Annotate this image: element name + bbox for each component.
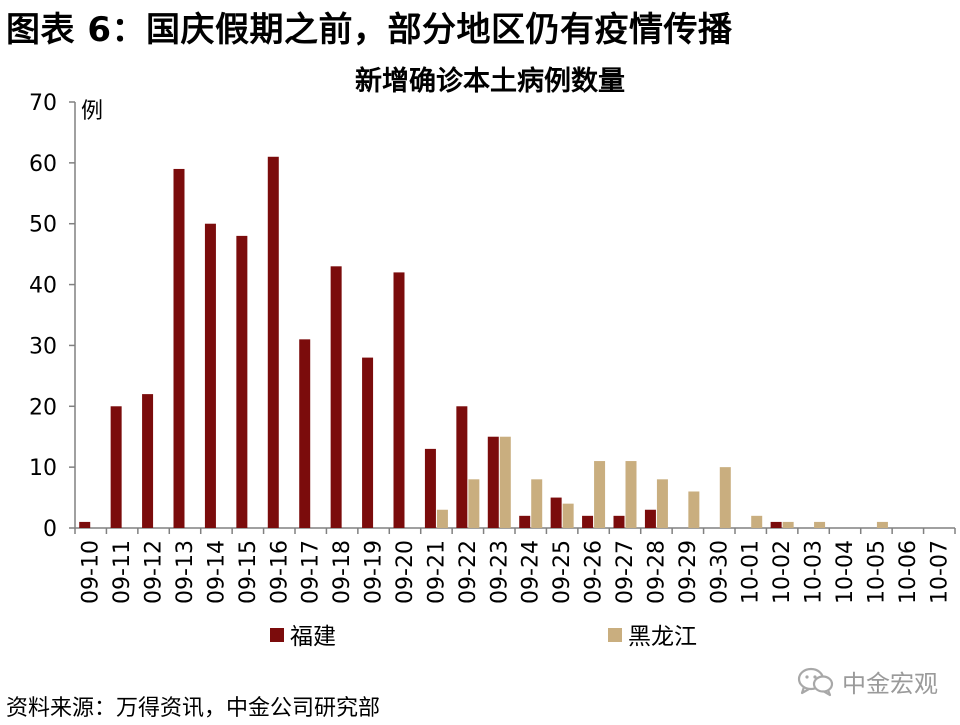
x-tick-label: 09-19 (362, 540, 387, 604)
x-tick-label: 09-29 (676, 540, 701, 604)
x-tick-label: 09-30 (707, 540, 732, 604)
x-tick-label: 10-02 (770, 540, 795, 604)
bar-fujian-09-23 (487, 436, 499, 528)
bar-fujian-09-19 (362, 357, 374, 528)
bar-heilongjiang-09-21 (436, 509, 448, 528)
bar-heilongjiang-09-25 (562, 503, 574, 528)
bar-fujian-09-15 (236, 235, 248, 528)
bar-heilongjiang-09-22 (468, 479, 480, 528)
y-axis-unit: 例 (81, 99, 103, 124)
bar-fujian-09-25 (550, 497, 562, 528)
legend-label-fujian: 福建 (290, 624, 336, 650)
x-tick-label: 09-11 (110, 540, 135, 604)
figure-title: 图表 6：国庆假期之前，部分地区仍有疫情传播 (6, 10, 733, 50)
bar-heilongjiang-09-28 (656, 479, 668, 528)
source-note: 资料来源：万得资讯，中金公司研究部 (6, 696, 381, 721)
bar-heilongjiang-09-30 (719, 467, 731, 528)
x-tick-label: 09-25 (550, 540, 575, 604)
bar-fujian-09-21 (424, 448, 436, 528)
bar-fujian-09-14 (204, 223, 216, 528)
x-tick-label: 09-10 (79, 540, 104, 604)
x-tick-label: 09-13 (173, 540, 198, 604)
x-tick-label: 09-15 (236, 540, 261, 604)
bar-fujian-09-12 (142, 394, 154, 528)
x-tick-label: 09-24 (519, 540, 544, 604)
chart: 新增确诊本土病例数量 0 10 20 30 40 50 60 70 例 09-10 09-11 09-1… (29, 65, 956, 650)
y-tick-label: 50 (29, 213, 57, 238)
watermark: 中金宏观 (796, 664, 938, 699)
legend-swatch-heilongjiang (608, 628, 622, 642)
x-tick-label: 10-03 (802, 540, 827, 604)
bar-fujian-09-18 (330, 266, 342, 528)
bar-heilongjiang-09-23 (499, 436, 511, 528)
y-tick-label: 30 (29, 334, 57, 359)
x-tick-label: 09-14 (204, 540, 229, 604)
watermark-text: 中金宏观 (842, 670, 938, 698)
x-tick-label: 09-23 (487, 540, 512, 604)
bar-fujian-09-22 (456, 406, 468, 528)
x-tick-label: 09-27 (613, 540, 638, 604)
x-tick-label: 10-07 (927, 540, 952, 604)
x-tick-label: 10-05 (864, 540, 889, 604)
x-tick-label: 09-26 (582, 540, 607, 604)
bar-fujian-09-10 (79, 521, 91, 528)
bar-heilongjiang-09-29 (688, 491, 700, 528)
chart-title: 新增确诊本土病例数量 (355, 65, 625, 97)
bar-heilongjiang-09-26 (594, 461, 606, 528)
bar-heilongjiang-09-27 (625, 461, 637, 528)
bar-fujian-09-17 (299, 339, 311, 528)
y-tick-label: 40 (29, 274, 57, 299)
x-tick-label: 09-21 (424, 540, 449, 604)
bar-heilongjiang-10-05 (876, 521, 888, 528)
x-tick-label: 09-20 (393, 540, 418, 604)
y-tick-label: 0 (43, 517, 57, 542)
y-tick-label: 70 (29, 91, 57, 116)
bar-heilongjiang-10-02 (782, 521, 794, 528)
x-tick-label: 10-01 (739, 540, 764, 604)
x-tick-label: 09-17 (299, 540, 324, 604)
bar-fujian-10-02 (770, 521, 782, 528)
x-tick-label: 09-28 (644, 540, 669, 604)
bar-heilongjiang-09-24 (531, 479, 543, 528)
x-tick-label: 09-12 (142, 540, 167, 604)
bar-fujian-09-27 (613, 515, 625, 528)
x-tick-label: 09-18 (330, 540, 355, 604)
x-tick-label: 09-22 (456, 540, 481, 604)
wechat-icon (797, 667, 834, 696)
bar-fujian-09-13 (173, 168, 185, 528)
bar-fujian-09-28 (644, 509, 656, 528)
y-tick-label: 20 (29, 395, 57, 420)
y-tick-label: 10 (29, 456, 57, 481)
legend-swatch-fujian (270, 628, 284, 642)
bar-heilongjiang-10-01 (751, 515, 763, 528)
bar-heilongjiang-10-03 (814, 521, 826, 528)
bar-fujian-09-20 (393, 272, 405, 528)
bar-fujian-09-11 (110, 406, 122, 528)
legend-label-heilongjiang: 黑龙江 (628, 624, 697, 650)
bar-fujian-09-24 (519, 515, 531, 528)
bar-fujian-09-16 (267, 156, 279, 528)
x-tick-label: 09-16 (267, 540, 292, 604)
y-tick-label: 60 (29, 152, 57, 177)
x-tick-label: 10-04 (833, 540, 858, 604)
bar-fujian-09-26 (582, 515, 594, 528)
x-tick-label: 10-06 (896, 540, 921, 604)
